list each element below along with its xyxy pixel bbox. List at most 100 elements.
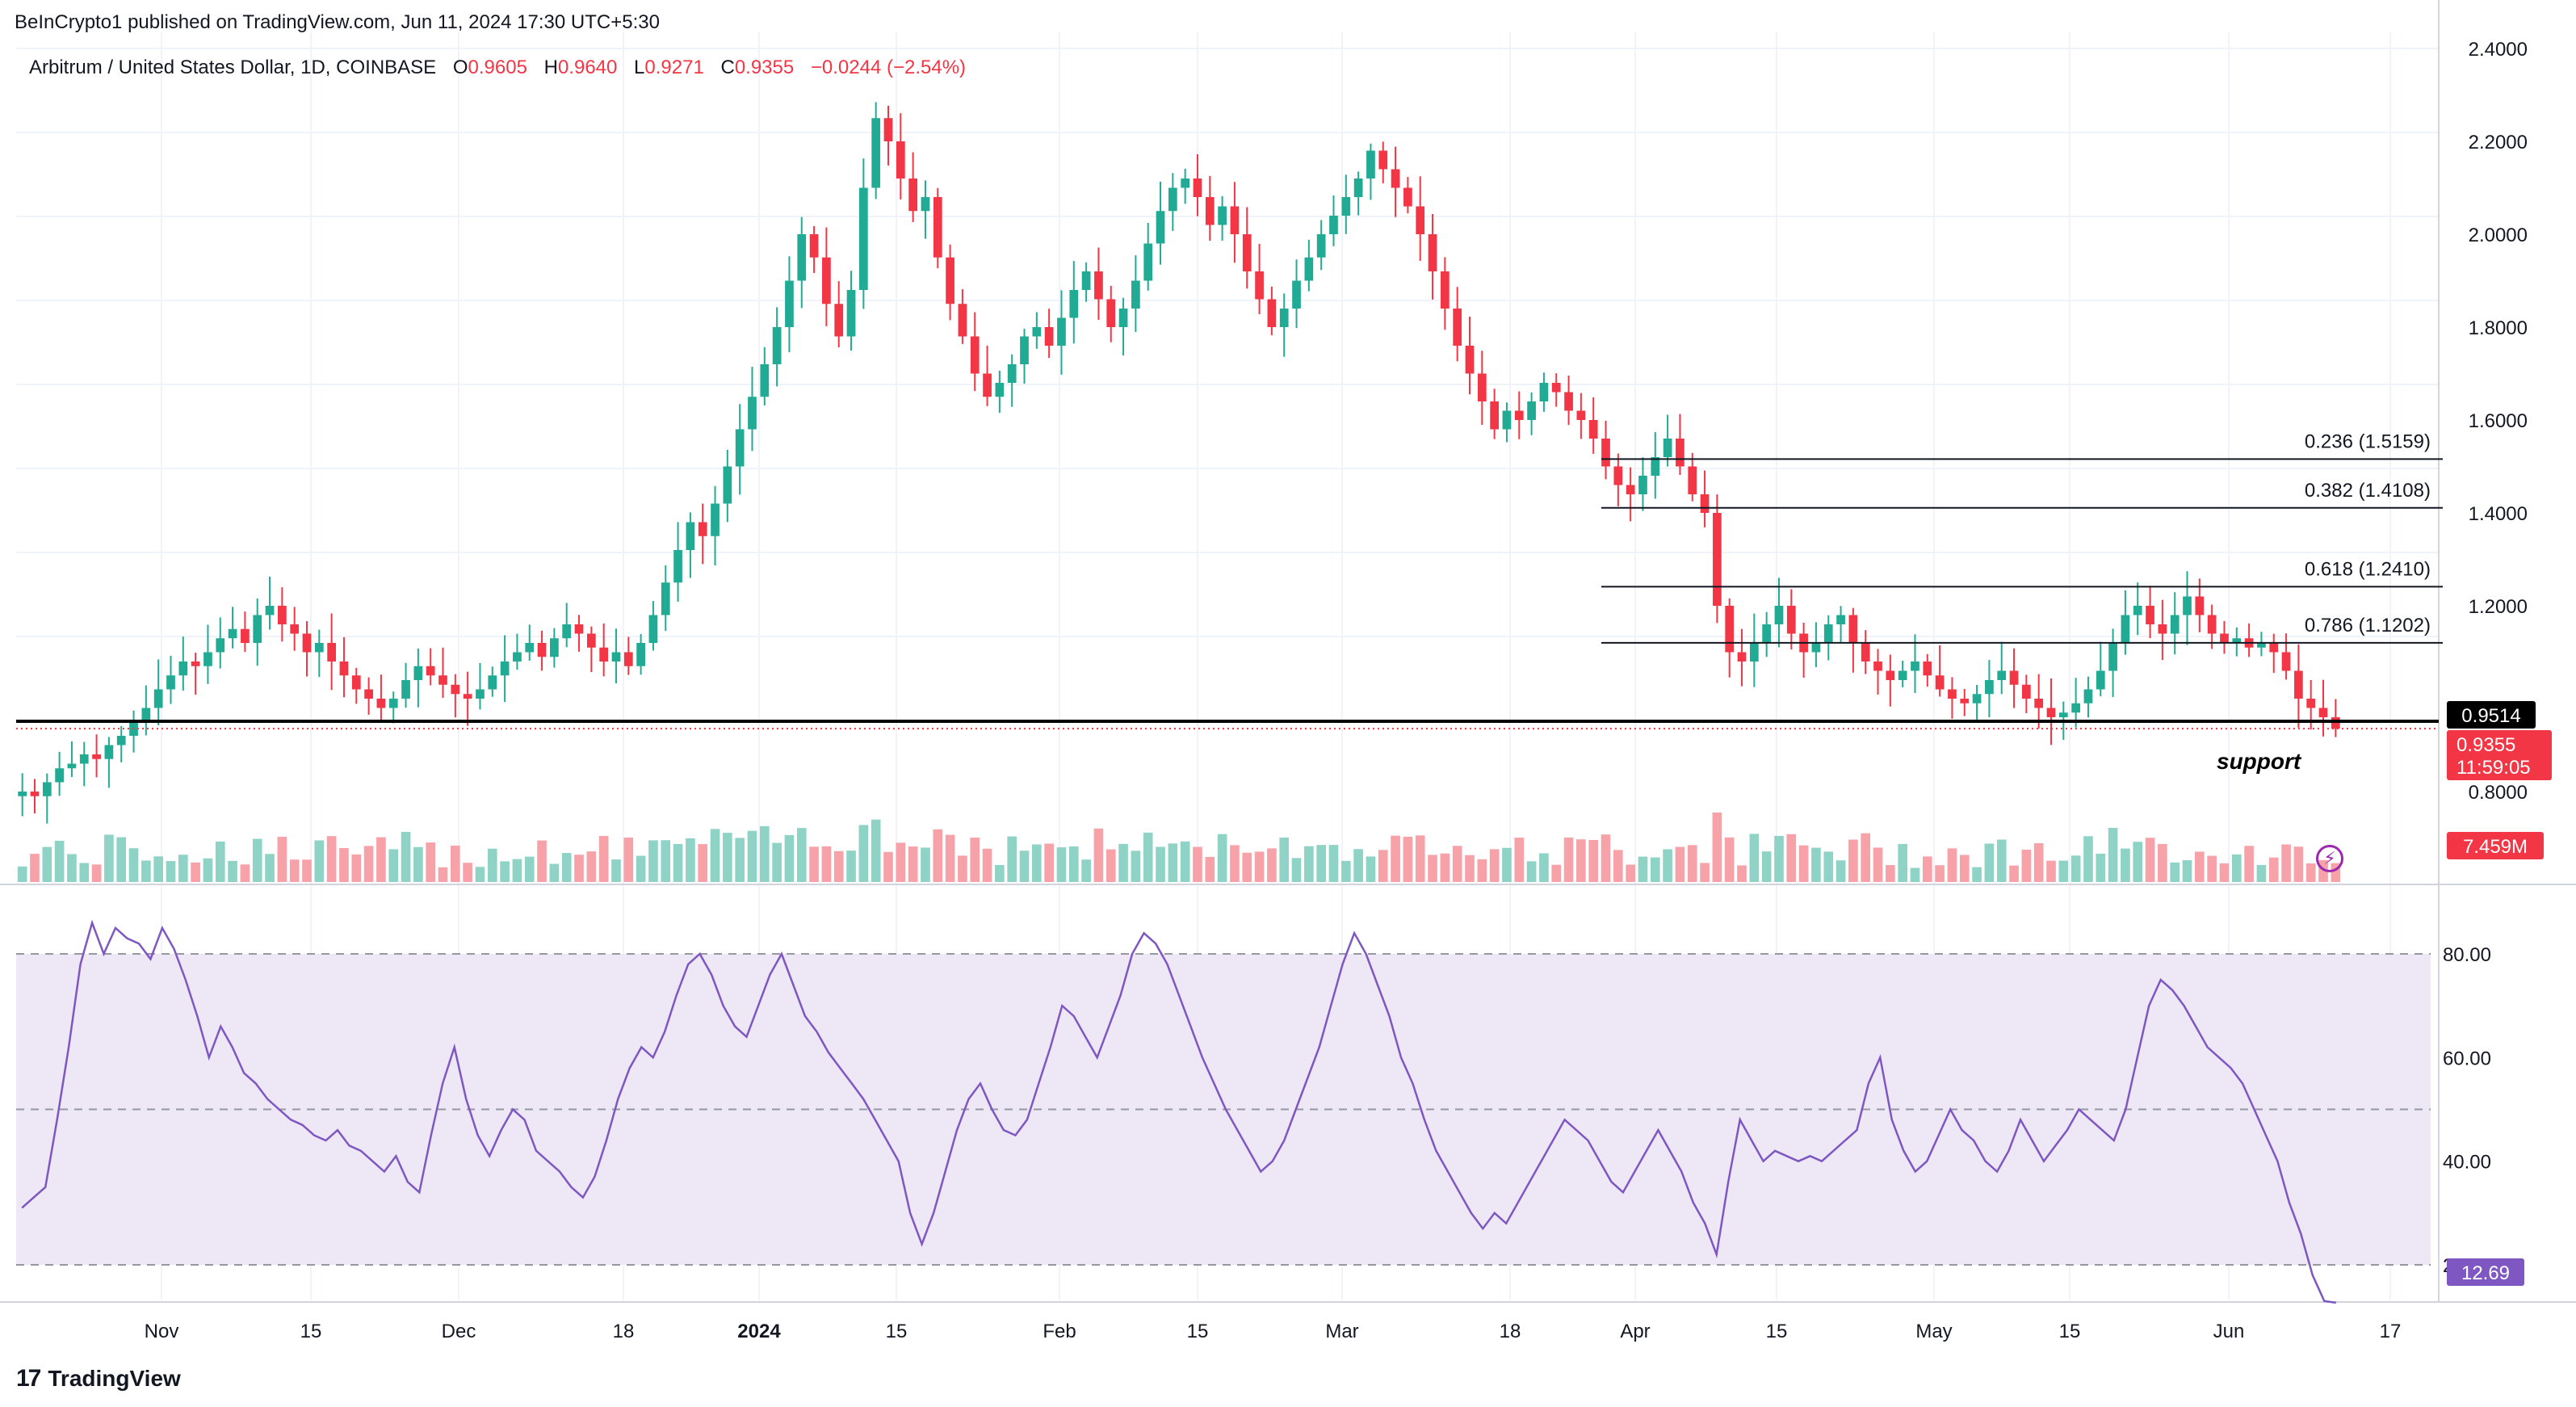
volume-bar [116, 837, 127, 882]
candle-body [1676, 439, 1684, 467]
support-price-text: 0.9514 [2461, 705, 2520, 727]
candle-body [1861, 643, 1870, 662]
candle-body [2009, 670, 2019, 685]
volume-bar [1340, 860, 1351, 882]
candle-body [1551, 383, 1561, 393]
candle-body [1316, 234, 1326, 258]
volume-bar [1848, 839, 1858, 882]
candle-body [2195, 596, 2205, 615]
volume-bar [240, 864, 250, 882]
volume-bar [54, 840, 65, 882]
volume-bar [2293, 846, 2304, 882]
volume-bar [1254, 851, 1265, 882]
candle-body [1749, 643, 1759, 662]
candle-body [1292, 280, 1301, 309]
candle-body [513, 652, 522, 662]
candle-body [1007, 364, 1017, 383]
time-tick-label: Mar [1325, 1321, 1358, 1342]
volume-bar [1131, 850, 1141, 882]
candle-body [958, 304, 967, 337]
candle-body [1948, 689, 1957, 699]
volume-bar [524, 856, 535, 882]
volume-bar [2331, 863, 2341, 882]
volume-bar [1613, 850, 1623, 882]
candle-body [1700, 494, 1710, 513]
high-label: H [543, 57, 558, 78]
candle-body [2281, 652, 2291, 671]
volume-bar [17, 866, 27, 882]
candle-body [1663, 439, 1672, 457]
candle-body [1069, 290, 1079, 318]
rsi-tick-label: 40.00 [2443, 1152, 2491, 1174]
candle-body [846, 290, 856, 337]
candle-body [1502, 410, 1512, 430]
candle-body [1304, 257, 1314, 281]
candle-body [1391, 169, 1400, 188]
candle-body [141, 708, 151, 722]
candle-body [18, 792, 27, 796]
volume-bar [1217, 834, 1227, 882]
lightning-icon[interactable]: ⚡ [2316, 845, 2343, 872]
volume-bar [2096, 853, 2106, 882]
brand-name: TradingView [48, 1366, 181, 1391]
volume-bar [1415, 835, 1425, 882]
volume-bar [908, 846, 918, 882]
candle-body [278, 606, 287, 624]
candle-body [314, 643, 324, 653]
volume-bar [1873, 847, 1883, 882]
volume-bar [2121, 848, 2130, 882]
tradingview-brand[interactable]: 17 TradingView [16, 1365, 181, 1392]
volume-bar [871, 819, 881, 882]
price-tick-label: 2.4000 [2469, 39, 2528, 61]
volume-bar [289, 859, 300, 882]
volume-bar [921, 847, 930, 882]
volume-bar [388, 849, 399, 882]
candle-body [2170, 615, 2180, 634]
rsi-value-badge [2447, 1258, 2524, 1286]
volume-bar [833, 850, 844, 882]
volume-bar [858, 825, 869, 882]
candle-body [1836, 615, 1845, 624]
candle-body [1576, 410, 1586, 420]
volume-bar [178, 855, 188, 882]
candle-body [2058, 712, 2068, 717]
volume-bar [1898, 843, 1907, 882]
volume-bar [846, 850, 856, 882]
candle-body [1193, 178, 1202, 197]
candle-body [1218, 206, 1227, 225]
volume-bar [1056, 847, 1067, 882]
volume-bar [970, 838, 980, 882]
volume-bar [228, 860, 237, 882]
last-price-text: 0.9355 [2456, 734, 2515, 756]
candle-body [2096, 670, 2105, 690]
volume-bar [1068, 846, 1079, 882]
volume-bar [1638, 856, 1648, 882]
candle-body [995, 383, 1005, 397]
volume-bar [376, 837, 386, 882]
candle-body [463, 694, 472, 699]
candle-body [1935, 675, 1945, 690]
volume-bar [475, 867, 485, 882]
volume-bar [1143, 832, 1153, 882]
candle-body [772, 327, 782, 364]
published-by-line: BeInCrypto1 published on TradingView.com… [15, 11, 660, 33]
candle-body [1329, 216, 1338, 234]
volume-bar [2046, 860, 2056, 882]
volume-bar [2009, 865, 2019, 882]
volume-bar [1403, 836, 1413, 882]
candle-body [1626, 485, 1635, 494]
candle-body [1539, 383, 1549, 401]
candle-body [1428, 234, 1437, 271]
volume-bar [574, 855, 584, 882]
candle-body [2158, 624, 2167, 634]
volume-bar [2281, 844, 2291, 882]
volume-bar [1193, 846, 1202, 882]
volume-bar [2195, 851, 2205, 882]
volume-bar [698, 844, 708, 882]
volume-bar [1724, 837, 1735, 882]
volume-bar [735, 838, 745, 882]
volume-bar [2170, 862, 2180, 882]
time-tick-label: Apr [1620, 1321, 1650, 1342]
candle-body [1972, 694, 1982, 704]
